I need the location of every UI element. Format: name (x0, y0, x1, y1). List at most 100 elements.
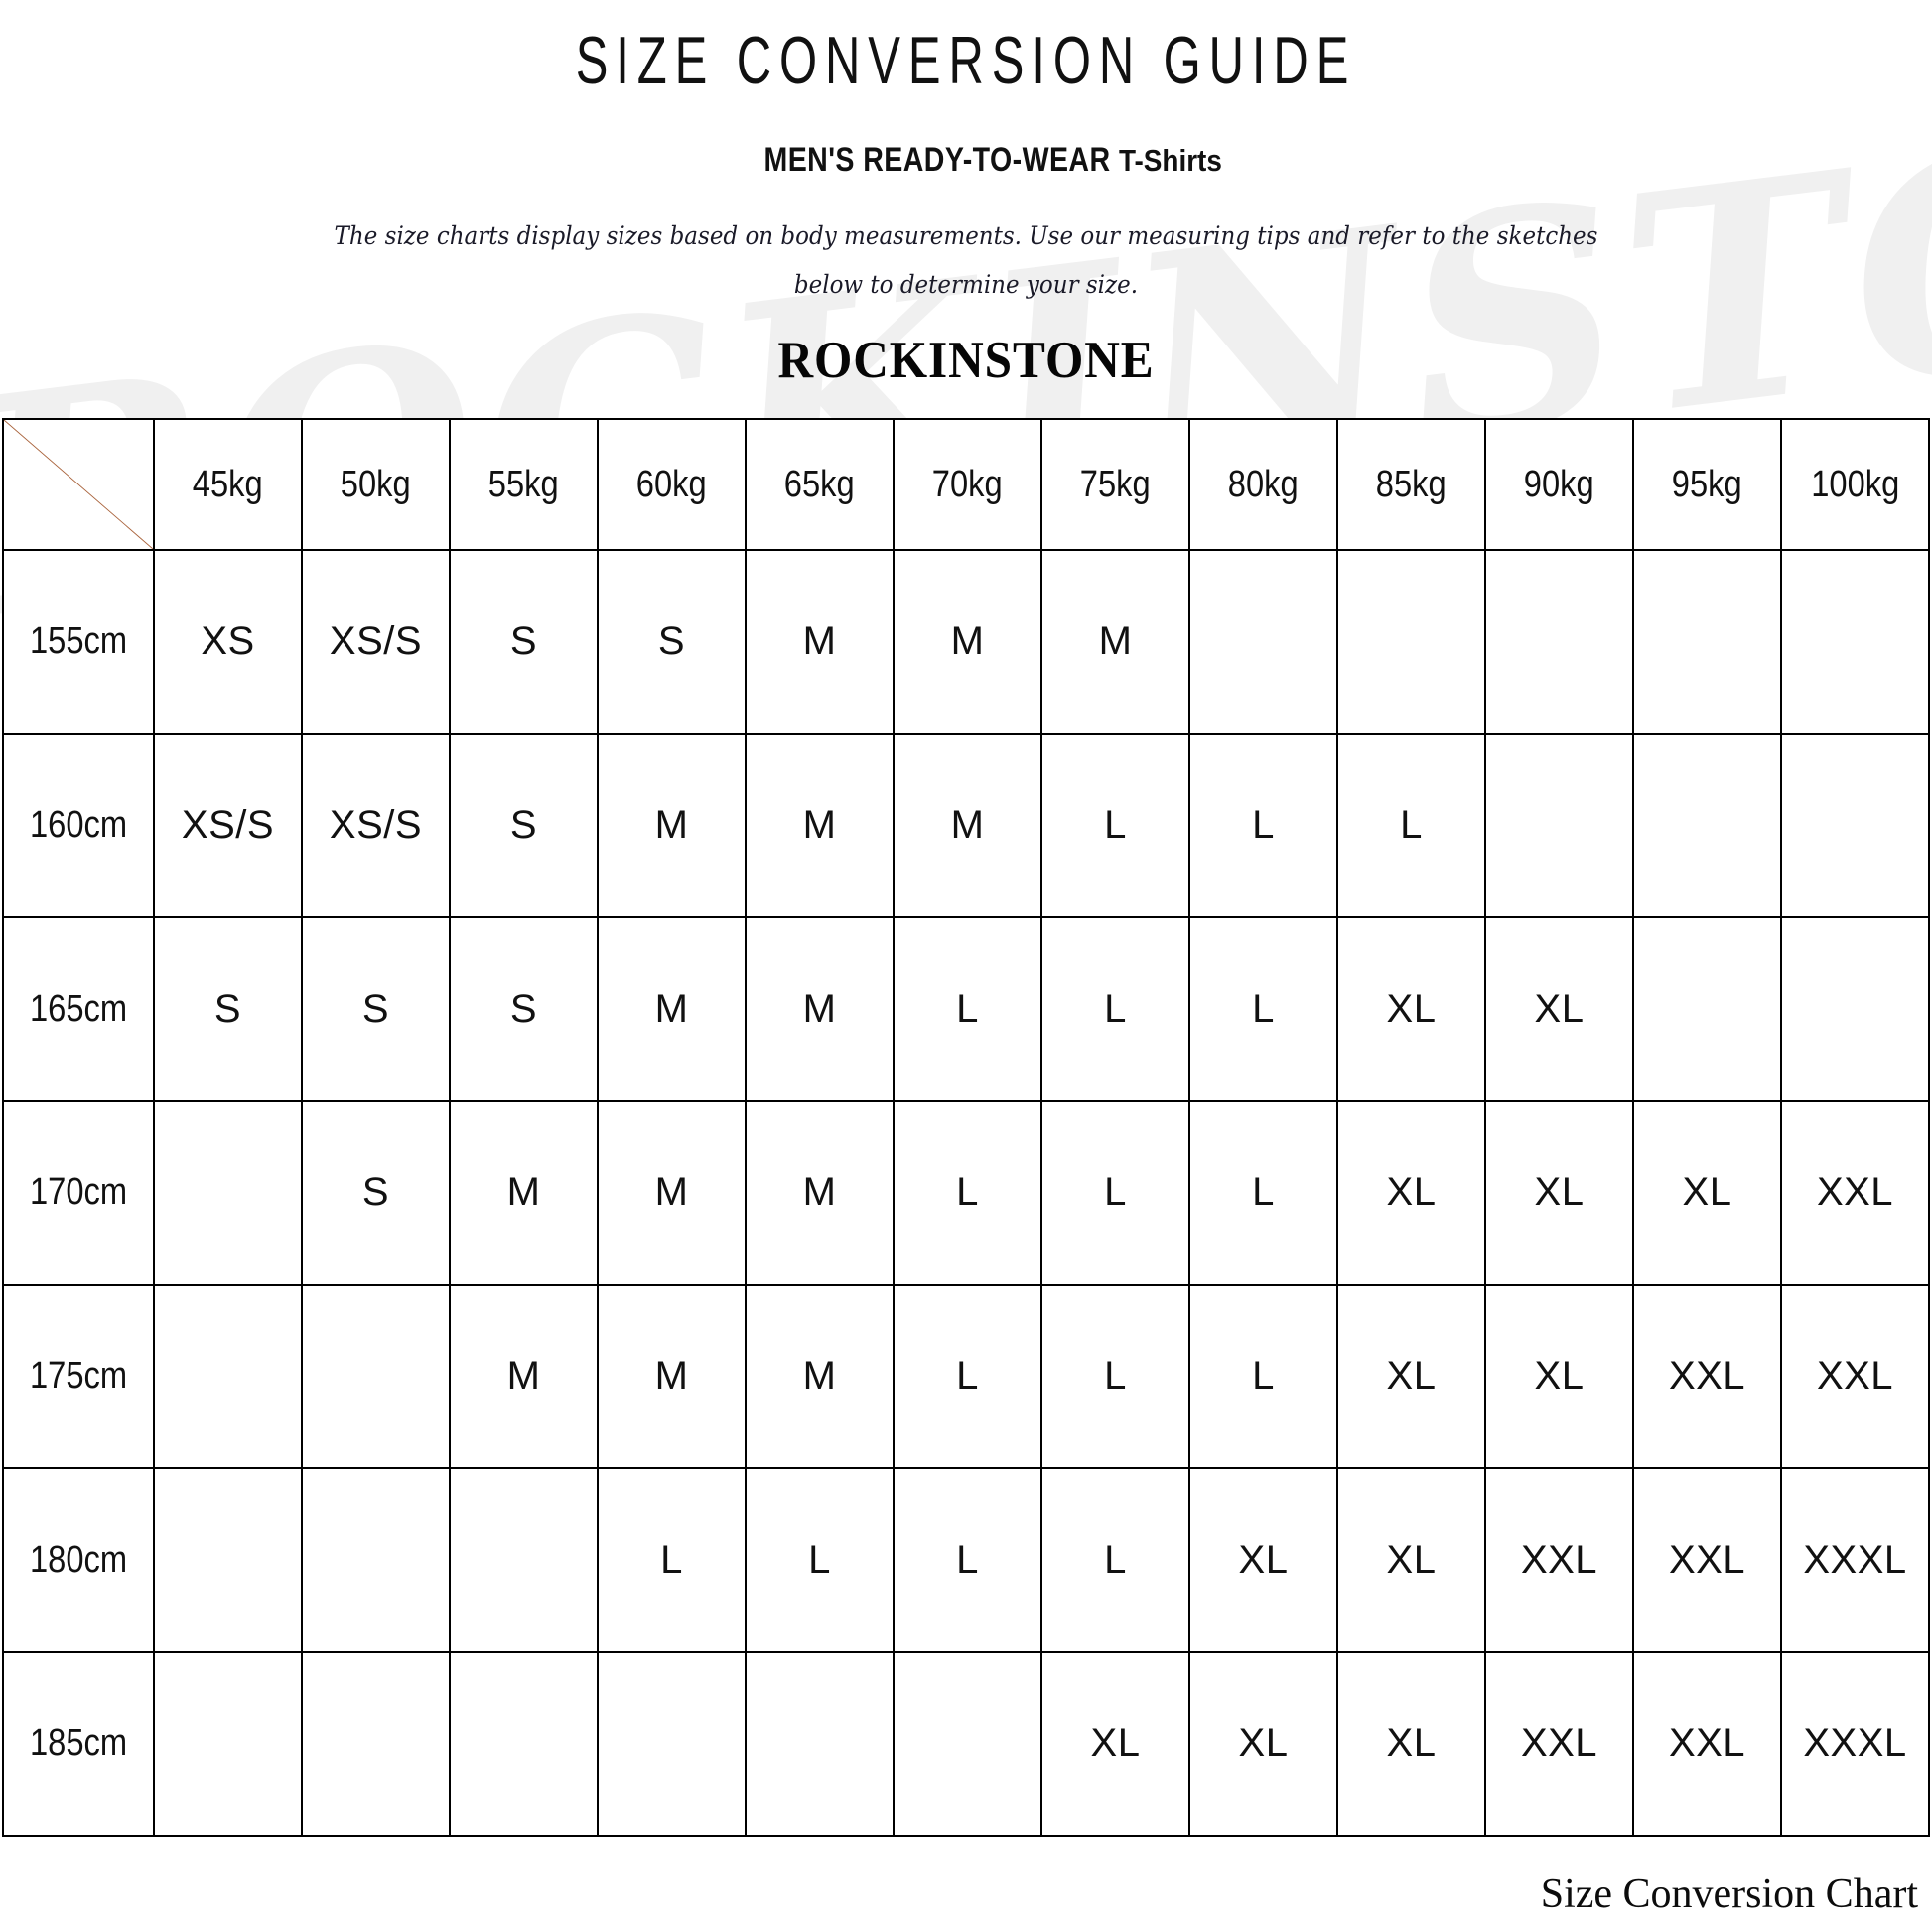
size-cell-155cm-95kg[interactable] (1632, 549, 1782, 735)
size-cell-180cm-90kg[interactable]: XXL (1484, 1467, 1634, 1653)
size-cell-160cm-95kg[interactable] (1632, 733, 1782, 918)
size-cell-165cm-65kg[interactable]: M (745, 916, 895, 1102)
size-cell-180cm-70kg[interactable]: L (893, 1467, 1042, 1653)
size-cell-155cm-75kg[interactable]: M (1040, 549, 1190, 735)
size-cell-180cm-55kg[interactable] (449, 1467, 599, 1653)
size-cell-160cm-75kg[interactable]: L (1040, 733, 1190, 918)
size-cell-160cm-55kg[interactable]: S (449, 733, 599, 918)
size-value: XL (1534, 1354, 1585, 1398)
size-cell-155cm-80kg[interactable] (1188, 549, 1338, 735)
size-cell-185cm-55kg[interactable] (449, 1651, 599, 1837)
header-row: 45kg 50kg 55kg 60kg 65kg 70kg 75kg 80kg 85kg 90kg… (2, 418, 1930, 551)
size-cell-175cm-45kg[interactable] (153, 1284, 303, 1469)
size-cell-175cm-75kg[interactable]: L (1040, 1284, 1190, 1469)
size-value: L (1252, 1354, 1275, 1398)
size-cell-175cm-95kg[interactable]: XXL (1632, 1284, 1782, 1469)
size-cell-165cm-75kg[interactable]: L (1040, 916, 1190, 1102)
size-cell-175cm-50kg[interactable] (301, 1284, 451, 1469)
size-cell-160cm-70kg[interactable]: M (893, 733, 1042, 918)
size-cell-165cm-55kg[interactable]: S (449, 916, 599, 1102)
size-cell-155cm-90kg[interactable] (1484, 549, 1634, 735)
size-cell-185cm-95kg[interactable]: XXL (1632, 1651, 1782, 1837)
size-cell-185cm-50kg[interactable] (301, 1651, 451, 1837)
size-cell-165cm-100kg[interactable] (1780, 916, 1930, 1102)
size-cell-165cm-45kg[interactable]: S (153, 916, 303, 1102)
size-cell-185cm-85kg[interactable]: XL (1336, 1651, 1486, 1837)
size-value: L (956, 1171, 979, 1214)
size-cell-180cm-60kg[interactable]: L (597, 1467, 747, 1653)
size-cell-185cm-65kg[interactable] (745, 1651, 895, 1837)
size-cell-180cm-65kg[interactable]: L (745, 1467, 895, 1653)
size-cell-170cm-80kg[interactable]: L (1188, 1100, 1338, 1286)
size-cell-170cm-50kg[interactable]: S (301, 1100, 451, 1286)
size-cell-180cm-45kg[interactable] (153, 1467, 303, 1653)
size-cell-165cm-60kg[interactable]: M (597, 916, 747, 1102)
size-cell-185cm-75kg[interactable]: XL (1040, 1651, 1190, 1837)
size-cell-165cm-90kg[interactable]: XL (1484, 916, 1634, 1102)
size-cell-165cm-80kg[interactable]: L (1188, 916, 1338, 1102)
size-cell-160cm-60kg[interactable]: M (597, 733, 747, 918)
size-cell-155cm-50kg[interactable]: XS/S (301, 549, 451, 735)
size-value: XL (1682, 1171, 1732, 1214)
weight-header-label: 45kg (193, 463, 263, 505)
size-cell-155cm-60kg[interactable]: S (597, 549, 747, 735)
size-cell-155cm-85kg[interactable] (1336, 549, 1486, 735)
size-cell-180cm-50kg[interactable] (301, 1467, 451, 1653)
size-cell-185cm-45kg[interactable] (153, 1651, 303, 1837)
size-value: XL (1386, 1538, 1437, 1582)
weight-header-label: 95kg (1672, 463, 1742, 505)
size-cell-170cm-85kg[interactable]: XL (1336, 1100, 1486, 1286)
size-cell-155cm-100kg[interactable] (1780, 549, 1930, 735)
size-cell-175cm-85kg[interactable]: XL (1336, 1284, 1486, 1469)
size-cell-170cm-70kg[interactable]: L (893, 1100, 1042, 1286)
weight-header-label: 50kg (341, 463, 411, 505)
size-cell-170cm-100kg[interactable]: XXL (1780, 1100, 1930, 1286)
size-cell-180cm-95kg[interactable]: XXL (1632, 1467, 1782, 1653)
size-cell-160cm-90kg[interactable] (1484, 733, 1634, 918)
diagonal-divider-icon (4, 420, 153, 549)
size-cell-160cm-85kg[interactable]: L (1336, 733, 1486, 918)
size-cell-175cm-55kg[interactable]: M (449, 1284, 599, 1469)
size-cell-180cm-75kg[interactable]: L (1040, 1467, 1190, 1653)
size-cell-165cm-95kg[interactable] (1632, 916, 1782, 1102)
size-cell-170cm-95kg[interactable]: XL (1632, 1100, 1782, 1286)
size-cell-185cm-90kg[interactable]: XXL (1484, 1651, 1634, 1837)
size-cell-170cm-55kg[interactable]: M (449, 1100, 599, 1286)
size-cell-175cm-60kg[interactable]: M (597, 1284, 747, 1469)
size-cell-170cm-45kg[interactable] (153, 1100, 303, 1286)
description-line-1: The size charts display sizes based on b… (334, 221, 1598, 250)
size-cell-185cm-60kg[interactable] (597, 1651, 747, 1837)
size-cell-175cm-80kg[interactable]: L (1188, 1284, 1338, 1469)
size-cell-170cm-65kg[interactable]: M (745, 1100, 895, 1286)
size-cell-185cm-80kg[interactable]: XL (1188, 1651, 1338, 1837)
table-row: 175cm M M M L L L XL XL XXL XXL (2, 1284, 1930, 1469)
size-cell-155cm-65kg[interactable]: M (745, 549, 895, 735)
size-cell-160cm-45kg[interactable]: XS/S (153, 733, 303, 918)
size-cell-185cm-70kg[interactable] (893, 1651, 1042, 1837)
size-cell-165cm-85kg[interactable]: XL (1336, 916, 1486, 1102)
size-cell-160cm-80kg[interactable]: L (1188, 733, 1338, 918)
size-cell-185cm-100kg[interactable]: XXXL (1780, 1651, 1930, 1837)
size-value: XS/S (329, 803, 423, 847)
size-cell-175cm-65kg[interactable]: M (745, 1284, 895, 1469)
size-cell-170cm-75kg[interactable]: L (1040, 1100, 1190, 1286)
height-header-label: 180cm (29, 1539, 128, 1581)
size-cell-155cm-70kg[interactable]: M (893, 549, 1042, 735)
size-cell-180cm-85kg[interactable]: XL (1336, 1467, 1486, 1653)
size-cell-175cm-100kg[interactable]: XXL (1780, 1284, 1930, 1469)
size-cell-160cm-65kg[interactable]: M (745, 733, 895, 918)
weight-header-70kg: 70kg (893, 418, 1042, 551)
size-cell-160cm-50kg[interactable]: XS/S (301, 733, 451, 918)
size-cell-155cm-45kg[interactable]: XS (153, 549, 303, 735)
size-cell-180cm-100kg[interactable]: XXXL (1780, 1467, 1930, 1653)
size-cell-175cm-70kg[interactable]: L (893, 1284, 1042, 1469)
size-cell-180cm-80kg[interactable]: XL (1188, 1467, 1338, 1653)
size-cell-170cm-90kg[interactable]: XL (1484, 1100, 1634, 1286)
size-cell-165cm-70kg[interactable]: L (893, 916, 1042, 1102)
size-cell-175cm-90kg[interactable]: XL (1484, 1284, 1634, 1469)
size-cell-160cm-100kg[interactable] (1780, 733, 1930, 918)
size-cell-155cm-55kg[interactable]: S (449, 549, 599, 735)
size-cell-170cm-60kg[interactable]: M (597, 1100, 747, 1286)
size-cell-165cm-50kg[interactable]: S (301, 916, 451, 1102)
description-line-2: below to determine your size. (793, 270, 1139, 299)
